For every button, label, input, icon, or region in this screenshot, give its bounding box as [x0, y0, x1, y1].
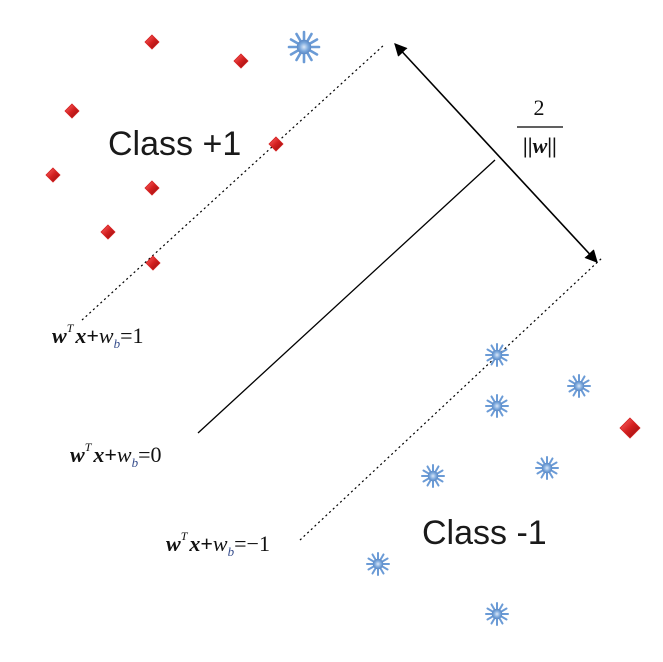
eq-zero-eq: = [138, 442, 150, 467]
red-diamond-icon [64, 103, 80, 119]
eq-neg-w: w [166, 531, 181, 556]
blue-star-icon [535, 456, 559, 480]
decision-boundary-line [197, 159, 496, 434]
margin-fraction: 2 ||w|| [517, 95, 563, 158]
margin-line-positive [81, 43, 386, 321]
margin-arrow [394, 43, 598, 263]
blue-star-icon [366, 552, 390, 576]
svg-text:wTx+wb=0: wTx+wb=0 [70, 440, 162, 470]
svg-text:wTx+wb=1: wTx+wb=1 [52, 321, 144, 351]
eq-pos-T: T [67, 321, 75, 335]
eq-pos-eq: = [120, 323, 132, 348]
data-points [45, 30, 641, 626]
eq-pos-w2: w [99, 323, 114, 348]
eq-neg-T: T [181, 529, 189, 543]
red-diamond-icon [144, 34, 160, 50]
eq-neg-eq: = [234, 531, 246, 556]
eq-pos-w: w [52, 323, 67, 348]
red-diamond-icon [100, 224, 116, 240]
eq-zero-b: b [132, 455, 139, 470]
class-positive-label: Class +1 [108, 125, 241, 163]
eq-zero-w: w [70, 442, 85, 467]
eq-neg-b: b [228, 544, 235, 559]
blue-star-icon [567, 374, 591, 398]
red-diamond-icon [233, 53, 249, 69]
red-diamond-icon [45, 167, 61, 183]
margin-denominator: ||w|| [523, 133, 557, 158]
eq-neg-rhs: −1 [247, 531, 270, 556]
eq-zero-plus: + [104, 442, 117, 467]
blue-star-icon [485, 343, 509, 367]
blue-star-icon [485, 394, 509, 418]
eq-zero-T: T [85, 440, 93, 454]
eq-zero-rhs: 0 [151, 442, 162, 467]
equation-positive: wTx+wb=1 [52, 321, 144, 351]
class-negative-label: Class -1 [422, 514, 547, 552]
eq-pos-b: b [114, 336, 121, 351]
margin-numerator: 2 [534, 95, 545, 120]
eq-neg-x: x [188, 531, 200, 556]
blue-star-icon [287, 30, 321, 64]
eq-neg-plus: + [200, 531, 213, 556]
eq-pos-rhs: 1 [133, 323, 144, 348]
blue-star-icon [485, 602, 509, 626]
eq-neg-w2: w [213, 531, 228, 556]
margin-line-negative [299, 256, 604, 541]
equation-zero: wTx+wb=0 [70, 440, 162, 470]
eq-zero-x: x [92, 442, 104, 467]
svg-text:wTx+wb=−1: wTx+wb=−1 [166, 529, 270, 559]
red-diamond-icon [619, 417, 641, 439]
eq-pos-x: x [74, 323, 86, 348]
equation-negative: wTx+wb=−1 [166, 529, 270, 559]
eq-zero-w2: w [117, 442, 132, 467]
eq-pos-plus: + [86, 323, 99, 348]
blue-star-icon [421, 464, 445, 488]
red-diamond-icon [145, 255, 161, 271]
red-diamond-icon [268, 136, 284, 152]
red-diamond-icon [144, 180, 160, 196]
